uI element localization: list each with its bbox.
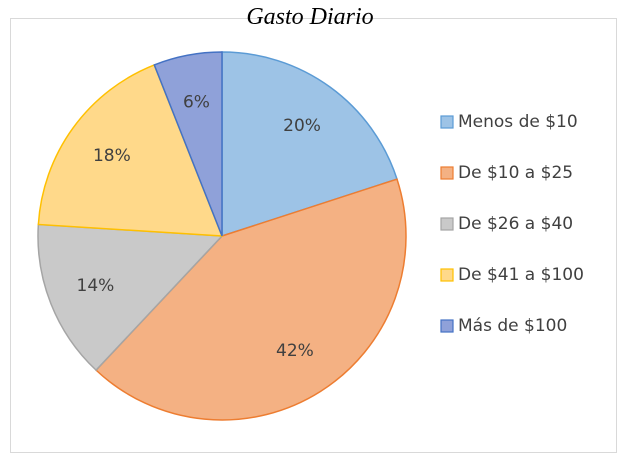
legend-label: Más de $100 bbox=[458, 316, 567, 336]
pie-slice bbox=[94, 178, 407, 421]
legend-label: Menos de $10 bbox=[458, 112, 578, 132]
data-label: 18% bbox=[93, 146, 131, 166]
legend-swatch bbox=[440, 268, 454, 282]
data-label: 14% bbox=[77, 276, 115, 296]
legend-label: De $41 a $100 bbox=[458, 265, 584, 285]
pie-slice bbox=[153, 51, 223, 237]
legend-label: De $26 a $40 bbox=[458, 214, 573, 234]
pie-slice bbox=[37, 63, 224, 237]
data-label: 42% bbox=[276, 341, 314, 361]
data-label: 20% bbox=[283, 116, 321, 136]
legend-swatch bbox=[440, 217, 454, 231]
chart-title: Gasto Diario bbox=[246, 4, 373, 30]
legend-label: De $10 a $25 bbox=[458, 163, 573, 183]
legend-swatch bbox=[440, 319, 454, 333]
data-label: 6% bbox=[183, 92, 210, 112]
pie-slice bbox=[221, 51, 398, 238]
pie-slice bbox=[37, 223, 224, 372]
legend-swatch bbox=[440, 166, 454, 180]
legend-swatch bbox=[440, 115, 454, 129]
